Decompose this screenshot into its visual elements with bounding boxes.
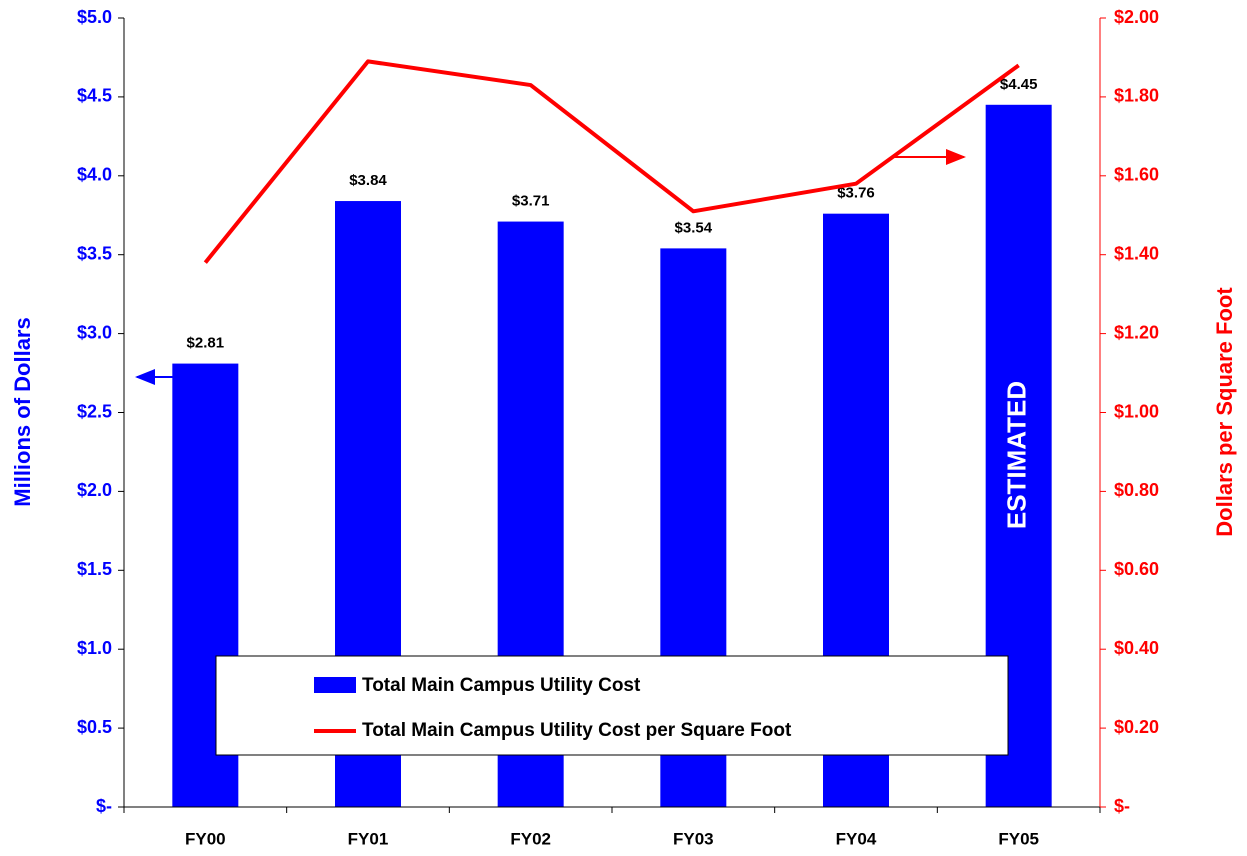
y-tick-label: $1.0 <box>77 638 112 658</box>
x-tick-label: FY04 <box>836 829 877 848</box>
legend-label: Total Main Campus Utility Cost <box>362 675 641 696</box>
y-tick-label: $0.5 <box>77 717 112 737</box>
x-tick-label: FY05 <box>998 829 1039 848</box>
legend-label: Total Main Campus Utility Cost per Squar… <box>362 720 792 741</box>
y2-tick-label: $2.00 <box>1114 7 1159 27</box>
y2-tick-label: $- <box>1114 796 1130 816</box>
y2-tick-label: $0.80 <box>1114 480 1159 500</box>
y2-tick-label: $1.60 <box>1114 165 1159 185</box>
y2-tick-label: $1.00 <box>1114 401 1159 421</box>
y-tick-label: $2.0 <box>77 480 112 500</box>
x-tick-label: FY03 <box>673 829 714 848</box>
x-tick-label: FY02 <box>510 829 551 848</box>
legend-swatch <box>314 677 356 693</box>
y2-tick-label: $1.80 <box>1114 86 1159 106</box>
y-tick-label: $5.0 <box>77 7 112 27</box>
y-tick-label: $- <box>96 796 112 816</box>
legend <box>215 655 1009 756</box>
y2-tick-label: $0.40 <box>1114 638 1159 658</box>
y-tick-label: $1.5 <box>77 559 112 579</box>
y-tick-label: $4.5 <box>77 86 112 106</box>
data-label: $3.71 <box>512 193 550 210</box>
y-tick-label: $4.0 <box>77 165 112 185</box>
y-tick-label: $3.5 <box>77 243 112 263</box>
y2-tick-label: $1.40 <box>1114 243 1159 263</box>
data-label: $3.84 <box>349 172 387 189</box>
data-label: $4.45 <box>1000 76 1038 93</box>
data-label: $3.76 <box>837 185 875 202</box>
data-label: $3.54 <box>675 219 713 236</box>
y2-tick-label: $1.20 <box>1114 322 1159 342</box>
y-tick-label: $2.5 <box>77 401 112 421</box>
annotation: ESTIMATED <box>1002 381 1032 529</box>
data-label: $2.81 <box>187 335 225 352</box>
y2-tick-label: $0.20 <box>1114 717 1159 737</box>
y-tick-label: $3.0 <box>77 322 112 342</box>
y2-axis-title: Dollars per Square Foot <box>1212 287 1237 537</box>
x-tick-label: FY00 <box>185 829 226 848</box>
x-tick-label: FY01 <box>348 829 389 848</box>
line-series <box>203 59 1020 264</box>
y2-tick-label: $0.60 <box>1114 559 1159 579</box>
y-axis-title: Millions of Dollars <box>10 317 35 506</box>
